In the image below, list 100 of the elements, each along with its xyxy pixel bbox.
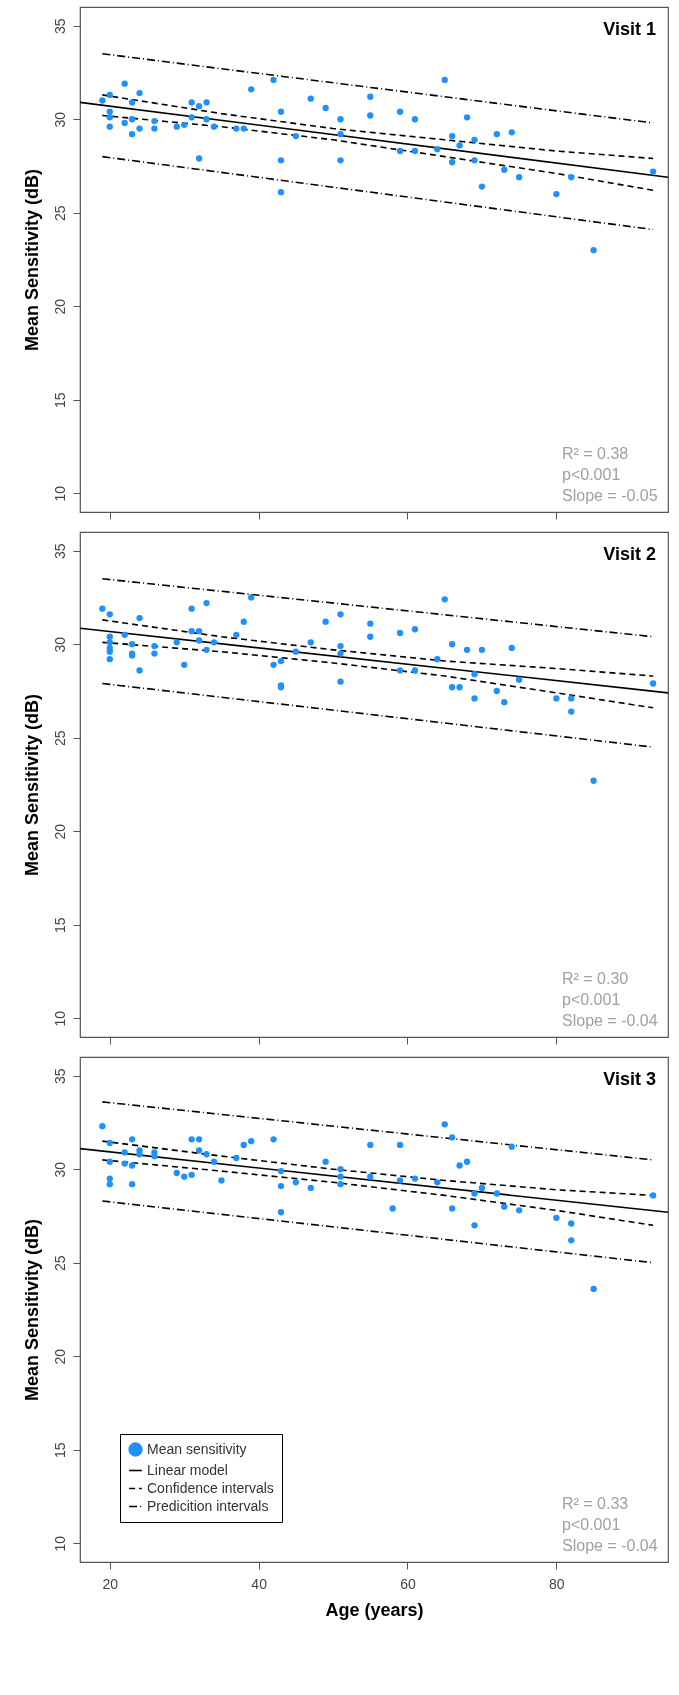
annotation: p<0.001 [562, 466, 621, 483]
y-tick-label: 30 [51, 1161, 68, 1178]
point [203, 99, 210, 106]
text: Visit 1 [603, 19, 656, 39]
line-series [101, 94, 654, 160]
point [181, 121, 188, 128]
point [649, 168, 657, 175]
point [277, 1209, 285, 1216]
point [195, 1136, 203, 1143]
point [448, 132, 456, 140]
point [121, 1149, 128, 1156]
point [203, 1151, 210, 1158]
point [471, 136, 478, 143]
point [553, 1214, 560, 1222]
point [248, 1138, 255, 1145]
point [448, 1205, 456, 1212]
point [128, 116, 136, 123]
text: Visit 3 [603, 1069, 656, 1089]
point [568, 1220, 575, 1227]
point [448, 1134, 456, 1141]
legend-label: Mean sensitivity [147, 1440, 247, 1457]
point [106, 91, 113, 99]
point [396, 1141, 404, 1149]
point [106, 114, 113, 121]
point [277, 1167, 285, 1175]
y-tick-label: 25 [51, 730, 68, 747]
annotation: Slope = -0.05 [562, 487, 658, 504]
point [515, 1207, 523, 1214]
point [508, 1143, 515, 1150]
y-tick-label: 10 [51, 485, 68, 502]
point [128, 131, 136, 138]
annotation: R² = 0.38 [562, 445, 629, 462]
point [389, 1205, 396, 1212]
point [240, 125, 247, 132]
point [151, 117, 158, 125]
point [99, 1123, 106, 1130]
point [195, 1147, 203, 1154]
point [367, 93, 374, 100]
point [478, 1184, 486, 1192]
point [493, 1190, 500, 1197]
point [590, 1285, 597, 1293]
y-axis-title: Mean Sensitivity (dB) [21, 1218, 42, 1402]
legend-label: Confidence intervals [147, 1479, 274, 1496]
y-tick-label: 15 [51, 917, 68, 934]
point [463, 114, 471, 121]
point [590, 246, 597, 254]
point [411, 147, 419, 155]
point [471, 1190, 478, 1197]
point [121, 80, 128, 87]
annotation: p<0.001 [562, 991, 621, 1008]
point [501, 1203, 508, 1210]
y-tick-label: 20 [51, 1348, 68, 1365]
point [553, 190, 560, 198]
annotation: Slope = -0.04 [562, 1012, 658, 1029]
point [106, 123, 113, 130]
point [106, 1175, 113, 1182]
point [188, 99, 195, 106]
point [434, 145, 441, 153]
point [568, 1237, 575, 1244]
point [367, 1173, 374, 1180]
point [292, 1179, 300, 1186]
point [508, 129, 515, 136]
annotation: p<0.001 [562, 1516, 621, 1533]
point [337, 1166, 344, 1173]
point [337, 157, 344, 164]
point [307, 1184, 314, 1192]
point [337, 1181, 344, 1188]
point [210, 1158, 218, 1165]
y-axis-title: Mean Sensitivity (dB) [21, 168, 42, 352]
point [337, 1173, 344, 1180]
point [173, 1169, 180, 1177]
point [515, 174, 523, 181]
y-tick-label: 25 [51, 205, 68, 222]
point [188, 1171, 195, 1178]
y-tick-label: 30 [51, 636, 68, 653]
point [456, 142, 463, 149]
point [218, 1177, 225, 1184]
x-axis-title: Age (years) [325, 1599, 424, 1620]
y-tick-label: 25 [51, 1255, 68, 1272]
point [181, 1173, 188, 1180]
point [463, 1158, 471, 1165]
point [195, 102, 203, 110]
point [367, 1141, 374, 1149]
point [106, 1158, 113, 1165]
point [188, 1136, 195, 1143]
annotation: R² = 0.30 [562, 970, 629, 987]
point [396, 108, 404, 115]
legend-label: Linear model [147, 1461, 228, 1478]
point [456, 1162, 463, 1169]
y-axis-title: Mean Sensitivity (dB) [21, 693, 42, 877]
y-tick-label: 30 [51, 111, 68, 128]
point [248, 86, 255, 93]
point [471, 157, 478, 164]
point [396, 1177, 404, 1184]
x-tick-label: 20 [102, 1575, 119, 1592]
x-tick-label: 80 [549, 1575, 565, 1592]
point [173, 123, 180, 130]
point [277, 157, 285, 164]
point [649, 1192, 657, 1199]
point [441, 1121, 448, 1128]
